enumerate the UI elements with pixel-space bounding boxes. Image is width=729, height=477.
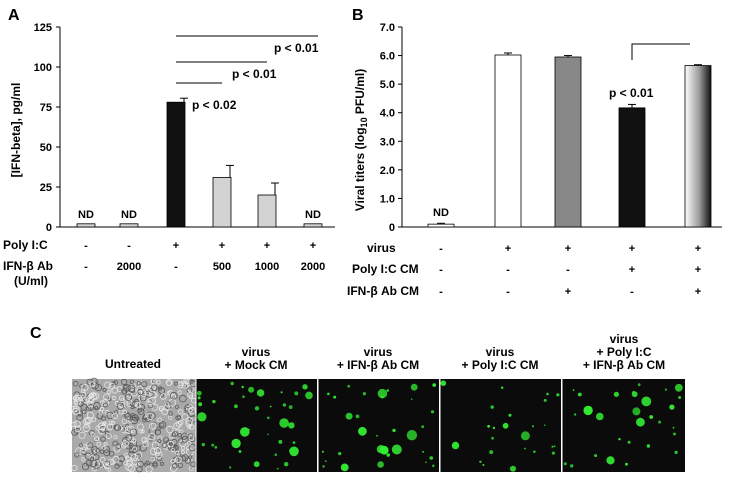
chart-b-condition-value: + bbox=[695, 243, 701, 255]
chart-b-condition-value: - bbox=[630, 286, 634, 298]
chart-b-ytick-label: 4.0 bbox=[380, 108, 395, 120]
chart-a-condition-name: IFN-β Ab bbox=[3, 259, 53, 273]
chart-b-ytick-label: 5.0 bbox=[380, 79, 395, 91]
panel-label-c: C bbox=[30, 325, 42, 342]
chart-a-condition-value: 2000 bbox=[301, 261, 325, 273]
chart-a-condition-value: - bbox=[127, 240, 131, 252]
chart-a-condition-name: Poly I:C bbox=[3, 238, 48, 252]
micrograph-poly-ic-ifn-ab-cm bbox=[562, 379, 685, 472]
chart-a-ytick-label: 25 bbox=[40, 182, 52, 194]
chart-b-ytick-label: 6.0 bbox=[380, 51, 395, 63]
chart-a-bar-label: ND bbox=[78, 209, 94, 221]
micrograph-label: + IFN-β Ab CM bbox=[583, 358, 665, 372]
micrograph-ifn-ab-cm bbox=[318, 379, 439, 472]
chart-b-bar-label: ND bbox=[433, 207, 449, 219]
chart-b-condition-value: - bbox=[506, 264, 510, 276]
chart-a-condition-value: + bbox=[310, 240, 316, 252]
chart-b-condition-value: + bbox=[629, 264, 635, 276]
chart-b-bar bbox=[684, 65, 712, 228]
chart-b-condition-value: + bbox=[565, 286, 571, 298]
chart-b-ytick-label: 3.0 bbox=[380, 136, 395, 148]
chart-b-condition-value: - bbox=[439, 286, 443, 298]
chart-b: Viral titers (log10 PFU/ml) 0 1.0 2.0 3.0 4.… bbox=[347, 22, 722, 298]
chart-b-bar bbox=[427, 223, 455, 228]
chart-b-condition-name: virus bbox=[367, 241, 396, 255]
chart-b-condition-name: IFN-β Ab CM bbox=[347, 284, 419, 298]
chart-a-condition-unit: (U/ml) bbox=[14, 274, 48, 288]
micrograph-label: virus bbox=[610, 332, 639, 346]
chart-b-bar bbox=[554, 56, 582, 228]
chart-a-condition-value: + bbox=[264, 240, 270, 252]
micrograph-label: + Poly I:C CM bbox=[461, 358, 538, 372]
chart-a-ytick-label: 75 bbox=[40, 102, 52, 114]
chart-a: [IFN-beta], pg/ml 0 25 50 75 100 125 p < 0.02… bbox=[3, 22, 335, 288]
chart-b-condition-value: + bbox=[505, 243, 511, 255]
chart-b-condition-value: + bbox=[629, 243, 635, 255]
micrograph-untreated bbox=[70, 377, 197, 473]
chart-b-condition-value: - bbox=[506, 286, 510, 298]
panel-label-b: B bbox=[352, 7, 364, 24]
chart-b-condition-value: + bbox=[695, 264, 701, 276]
chart-a-bar bbox=[76, 223, 96, 228]
micrograph-label: + IFN-β Ab CM bbox=[337, 358, 419, 372]
chart-a-condition-value: + bbox=[173, 240, 179, 252]
micrograph-label: virus bbox=[486, 345, 515, 359]
chart-a-bar bbox=[212, 176, 232, 228]
chart-b-ytick-label: 0 bbox=[389, 222, 395, 234]
chart-b-ytick-label: 7.0 bbox=[380, 22, 395, 34]
chart-b-condition-value: - bbox=[439, 243, 443, 255]
chart-a-ytick-label: 50 bbox=[40, 142, 52, 154]
micrograph-label: + Poly I:C bbox=[596, 345, 651, 359]
chart-b-condition-value: + bbox=[565, 243, 571, 255]
chart-a-sig-label: p < 0.02 bbox=[192, 98, 237, 112]
chart-a-sig-label: p < 0.01 bbox=[274, 41, 319, 55]
chart-b-ytick-label: 2.0 bbox=[380, 165, 395, 177]
chart-a-condition-value: - bbox=[84, 240, 88, 252]
micrograph-label: virus bbox=[364, 345, 393, 359]
micrograph-label: + Mock CM bbox=[224, 358, 287, 372]
chart-a-bar bbox=[257, 194, 277, 228]
micrograph-mock-cm bbox=[196, 379, 317, 472]
chart-a-condition-value: - bbox=[174, 261, 178, 273]
chart-b-ylabel: Viral titers (log10 PFU/ml) bbox=[353, 69, 369, 212]
chart-b-condition-value: - bbox=[439, 264, 443, 276]
chart-a-ytick-label: 0 bbox=[46, 222, 52, 234]
panel-label-a: A bbox=[8, 7, 20, 24]
micrograph-label: virus bbox=[242, 345, 271, 359]
chart-a-sig-label: p < 0.01 bbox=[232, 67, 277, 81]
chart-a-bar bbox=[303, 223, 323, 228]
micrograph-label: Untreated bbox=[105, 357, 161, 371]
chart-b-condition-value: - bbox=[566, 264, 570, 276]
chart-a-condition-value: 1000 bbox=[255, 261, 279, 273]
chart-a-ytick-label: 125 bbox=[34, 22, 52, 34]
chart-a-bar-label: ND bbox=[121, 209, 137, 221]
chart-a-ylabel: [IFN-beta], pg/ml bbox=[9, 83, 23, 178]
chart-b-bar bbox=[618, 107, 646, 228]
chart-a-bar-label: ND bbox=[305, 209, 321, 221]
chart-a-condition-value: 500 bbox=[213, 261, 231, 273]
chart-b-ytick-label: 1.0 bbox=[380, 193, 395, 205]
chart-a-bar bbox=[166, 101, 186, 228]
chart-b-condition-name: Poly I:C CM bbox=[352, 262, 419, 276]
chart-b-bar bbox=[494, 54, 522, 228]
chart-a-ytick-label: 100 bbox=[34, 62, 52, 74]
chart-b-sig-bracket bbox=[631, 43, 690, 60]
micrograph-poly-ic-cm bbox=[440, 379, 561, 472]
chart-a-condition-value: 2000 bbox=[117, 261, 141, 273]
chart-b-condition-value: + bbox=[695, 286, 701, 298]
chart-a-condition-value: + bbox=[219, 240, 225, 252]
chart-a-bar bbox=[119, 223, 139, 228]
chart-a-condition-value: - bbox=[84, 261, 88, 273]
chart-b-sig-label: p < 0.01 bbox=[609, 86, 654, 100]
